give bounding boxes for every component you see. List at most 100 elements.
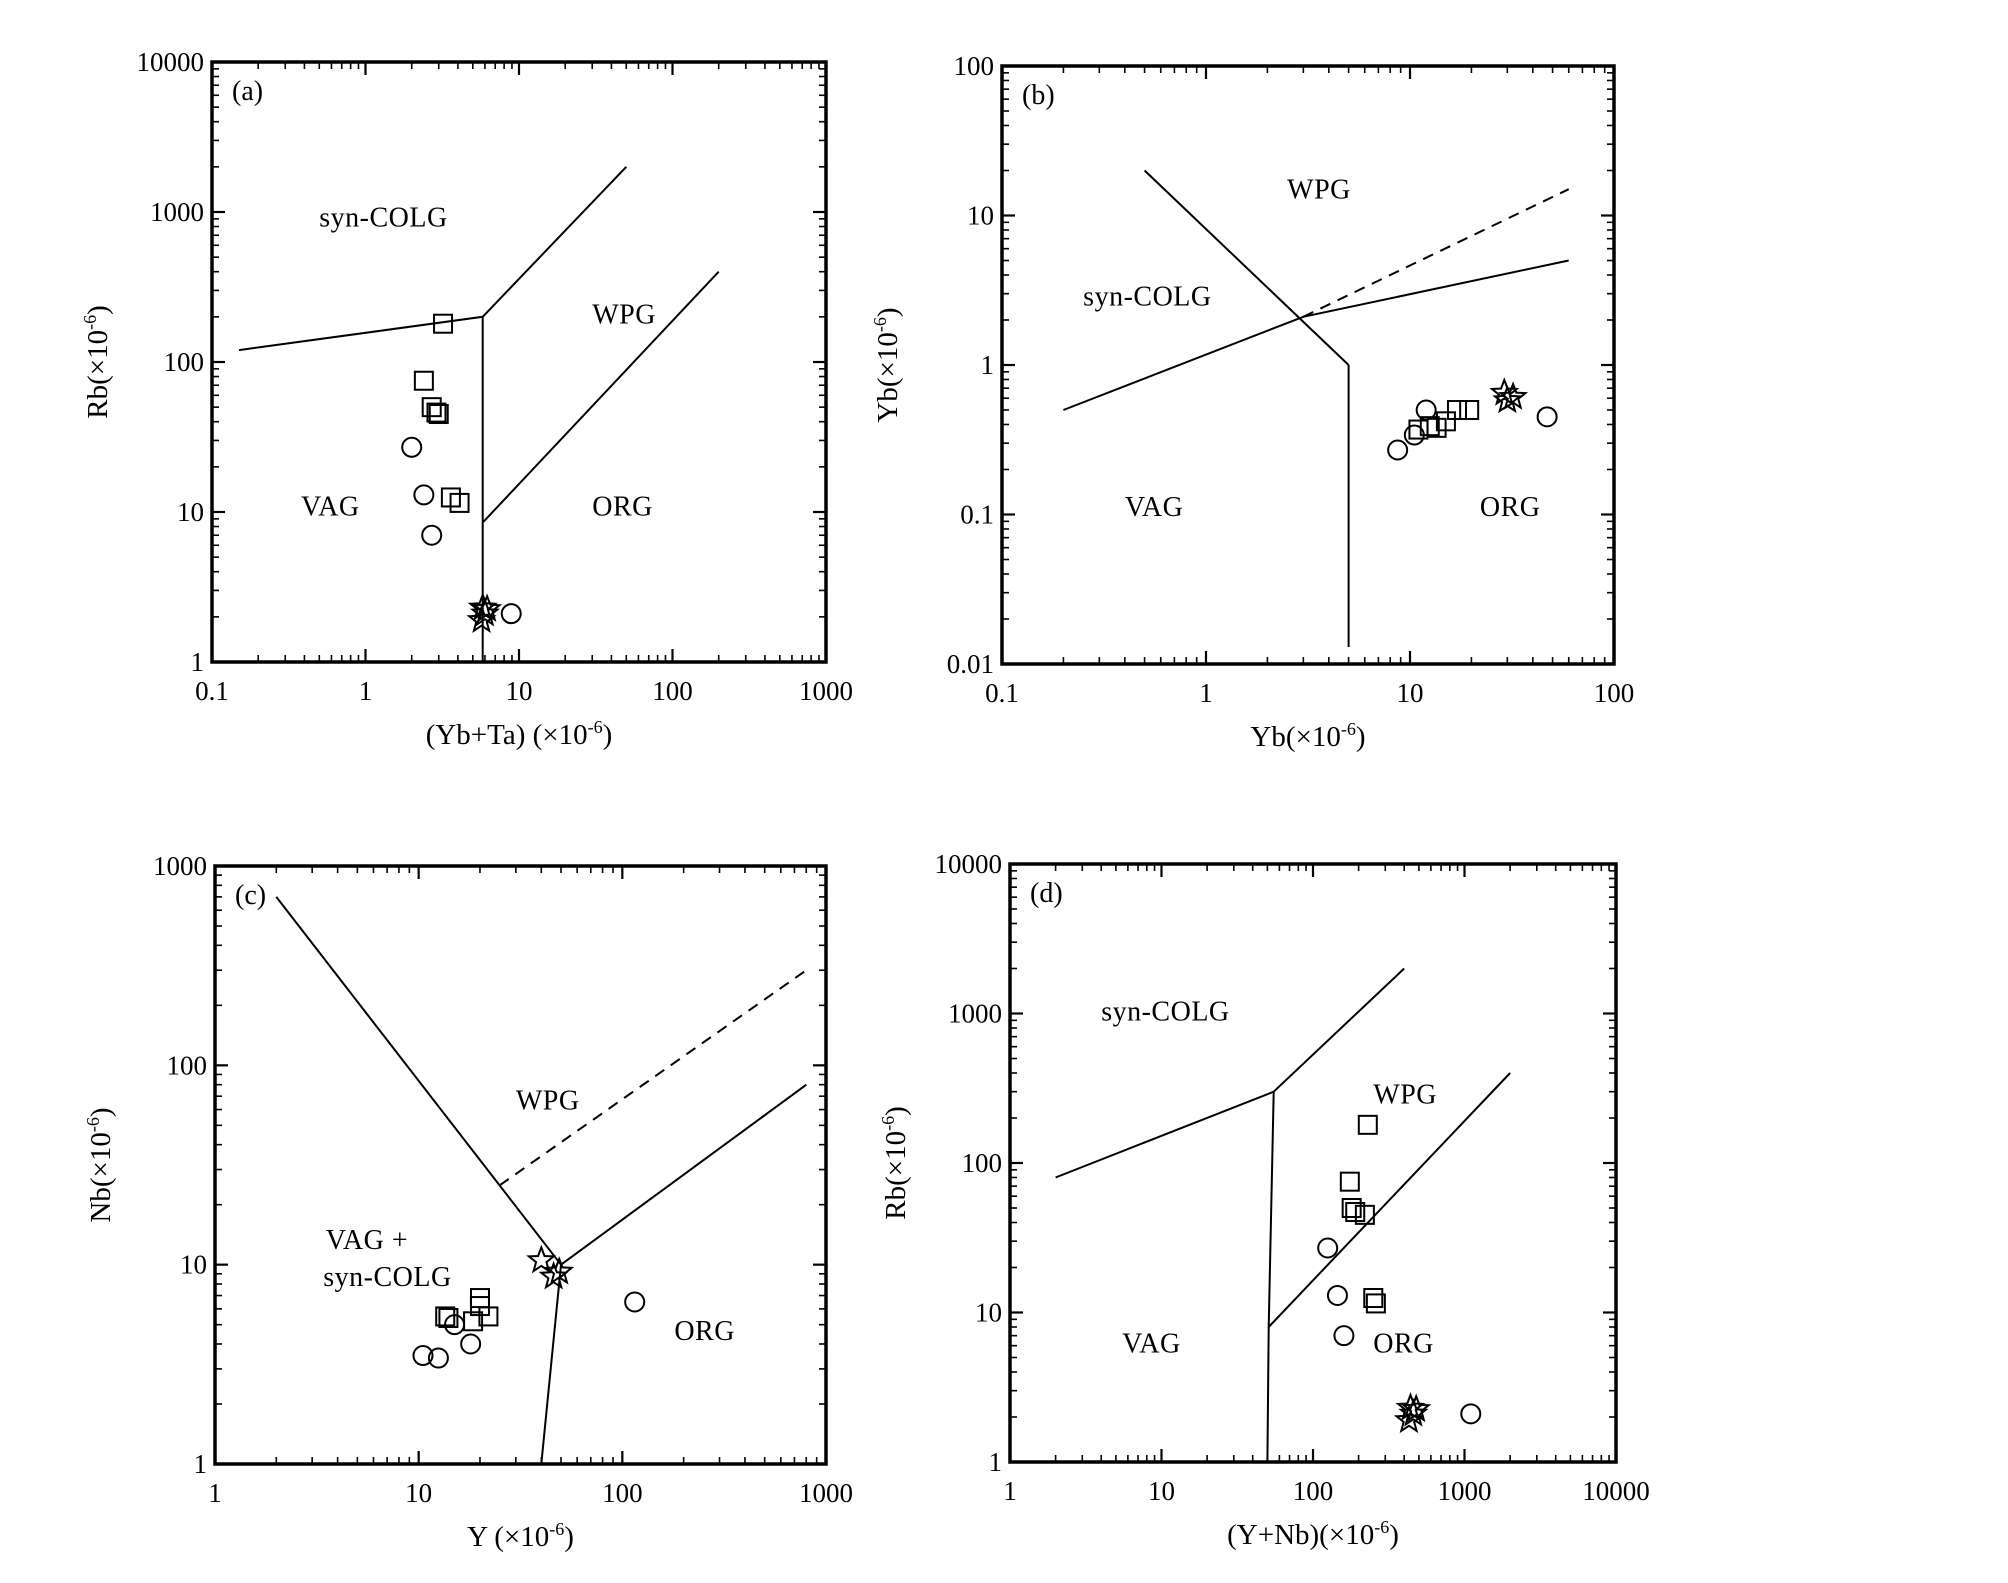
x-axis-label: Y (×10-6) — [467, 1519, 574, 1553]
boundary-line — [1267, 1072, 1511, 1328]
data-point-square — [433, 313, 454, 334]
x-axis-label: (Yb+Ta) (×10-6) — [426, 717, 613, 751]
data-point-square — [438, 1308, 459, 1329]
y-tick-label: 1 — [981, 350, 995, 380]
boundary-dashed — [1302, 188, 1570, 318]
x-tick-label: 0.1 — [195, 676, 229, 706]
series-stars — [1489, 377, 1529, 414]
panel-label: (c) — [235, 880, 266, 911]
boundary-lines — [275, 896, 807, 1464]
field-label: syn-COLG — [319, 203, 447, 234]
data-point-square — [478, 1306, 499, 1327]
field-label: VAG — [301, 491, 360, 522]
field-label: VAG + — [326, 1225, 408, 1256]
x-tick-label: 10 — [506, 676, 533, 706]
boundary-lines — [1063, 169, 1570, 647]
boundary-lines — [1055, 967, 1511, 1462]
axis-ticks — [210, 60, 828, 664]
y-tick-label: 100 — [167, 1050, 208, 1080]
y-tick-label: 100 — [164, 347, 205, 377]
data-point-square — [449, 492, 470, 513]
x-tick-label: 100 — [1293, 1476, 1334, 1506]
plot-frame — [210, 60, 828, 664]
data-point-circle — [1403, 424, 1425, 446]
data-point-square — [1459, 400, 1480, 421]
series-circles — [412, 1291, 646, 1369]
y-tick-label: 10000 — [137, 47, 205, 77]
series-squares — [435, 1288, 499, 1332]
y-tick-label: 10 — [975, 1298, 1002, 1328]
data-point-square — [1341, 1198, 1362, 1219]
data-point-star — [526, 1244, 557, 1274]
field-label: WPG — [592, 300, 656, 331]
data-point-square — [428, 404, 449, 425]
data-point-square — [413, 370, 434, 391]
x-axis-label: (Y+Nb)(×10-6) — [1227, 1517, 1399, 1551]
series-squares — [1408, 400, 1480, 440]
x-tick-label: 10 — [1148, 1476, 1175, 1506]
x-tick-label: 1 — [359, 676, 373, 706]
data-point-square — [1419, 416, 1440, 437]
data-point-square — [1354, 1204, 1375, 1225]
data-point-circle — [1415, 399, 1437, 421]
panel-label: (a) — [232, 76, 263, 107]
panel-d: 1 10 100 1000 10000 1 10 100 1000 10000 (Y+Nb)(×10… — [878, 849, 1650, 1551]
y-tick-label: 10 — [177, 497, 204, 527]
x-tick-label: 1000 — [799, 676, 853, 706]
data-point-star — [1401, 1393, 1432, 1423]
y-axis-label: Yb(×10-6) — [870, 307, 904, 422]
data-point-circle — [401, 436, 423, 458]
field-label: WPG — [1373, 1080, 1437, 1111]
boundary-line — [1143, 169, 1350, 366]
field-label: ORG — [674, 1316, 735, 1347]
y-tick-label: 10 — [967, 201, 994, 231]
data-point-circle — [624, 1291, 646, 1313]
x-tick-label: 100 — [1594, 678, 1635, 708]
x-tick-label: 10 — [1397, 678, 1424, 708]
boundary-line — [1266, 1091, 1275, 1462]
boundary-dashed — [499, 969, 807, 1187]
data-point-circle — [413, 484, 435, 506]
data-point-star — [1489, 377, 1520, 406]
data-point-square — [1339, 1171, 1360, 1192]
field-label: syn-COLG — [323, 1262, 451, 1293]
field-label: VAG — [1125, 492, 1184, 523]
data-point-square — [1365, 1293, 1386, 1314]
x-tick-label: 100 — [602, 1478, 643, 1508]
data-point-circle — [1387, 439, 1409, 461]
data-point-circle — [500, 603, 522, 625]
data-point-circle — [421, 524, 443, 546]
y-tick-label: 1000 — [948, 999, 1002, 1029]
panel-label: (d) — [1030, 878, 1063, 909]
x-tick-label: 1000 — [1438, 1476, 1492, 1506]
data-point-circle — [1536, 406, 1558, 428]
field-label: WPG — [1287, 174, 1351, 205]
data-point-circle — [1326, 1284, 1348, 1306]
x-tick-label: 1000 — [799, 1478, 853, 1508]
data-point-star — [1498, 381, 1529, 410]
data-point-square — [1435, 411, 1456, 432]
y-axis-label: Nb(×10-6) — [83, 1107, 117, 1222]
y-tick-label: 100 — [954, 51, 995, 81]
y-tick-label: 1 — [191, 647, 205, 677]
field-label: ORG — [592, 491, 653, 522]
series-squares — [413, 313, 470, 513]
x-tick-label: 1 — [1199, 678, 1213, 708]
data-point-circle — [1317, 1237, 1339, 1259]
data-point-star — [467, 591, 498, 621]
data-point-star — [544, 1256, 575, 1285]
data-point-circle — [1333, 1325, 1355, 1347]
axis-ticks — [1000, 64, 1616, 666]
x-tick-label: 10 — [405, 1478, 432, 1508]
y-tick-label: 10000 — [935, 849, 1003, 879]
x-tick-label: 1 — [1003, 1476, 1017, 1506]
panel-b: 0.1 1 10 1000.010.1110100Yb(×10-6)Yb(×10-6)… — [870, 51, 1634, 753]
series-squares — [1339, 1114, 1386, 1314]
x-tick-label: 10000 — [1582, 1476, 1650, 1506]
x-axis-label: Yb(×10-6) — [1250, 719, 1365, 753]
y-tick-label: 1 — [194, 1449, 208, 1479]
axis-ticks — [213, 864, 828, 1466]
panel-c: 1 10 100 1000 1 10 100 1000 Y (×10-6) Nb(×10-6) (c… — [83, 851, 853, 1553]
